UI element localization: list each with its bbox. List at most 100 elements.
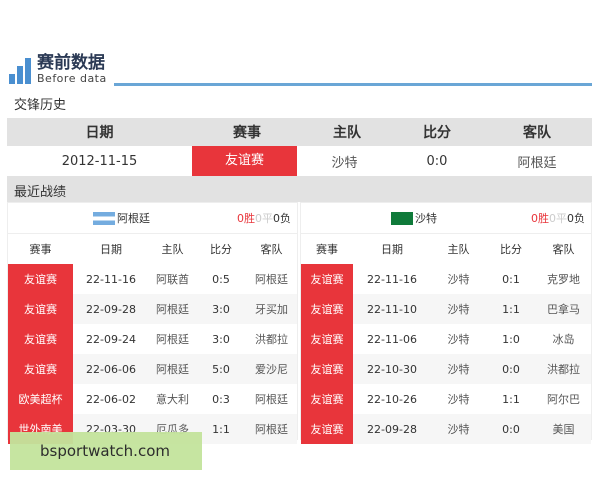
sub-col: 比分	[210, 243, 232, 256]
sub-col: 主队	[447, 243, 470, 256]
wins: 0胜	[531, 212, 549, 225]
away-team: 洪都拉	[255, 333, 288, 346]
score: 1:1	[212, 422, 230, 436]
h2h-event-badge: 友谊赛	[192, 146, 297, 176]
event-badge: 友谊赛	[301, 294, 353, 324]
sub-header: 赛事 日期 主队 比分 客队	[8, 234, 297, 264]
h2h-row: 2012-11-15 友谊赛 沙特 0:0 阿根廷	[7, 146, 592, 176]
home-team: 沙特	[447, 423, 470, 436]
home-team: 沙特	[447, 393, 470, 406]
match-row[interactable]: 友谊赛 22-11-06 沙特 1:0 冰岛	[301, 324, 591, 354]
saudi-panel: 沙特 0胜0平0负 赛事 日期 主队 比分 客队 友谊赛 22-11-16 沙特 0:1 克罗地 友谊赛…	[300, 202, 592, 444]
away-team: 阿根廷	[255, 273, 288, 286]
match-date: 22-06-06	[86, 362, 136, 376]
match-date: 22-11-16	[86, 272, 136, 286]
match-row[interactable]: 友谊赛 22-09-28 沙特 0:0 美国	[301, 414, 591, 444]
match-date: 22-10-30	[367, 362, 417, 376]
away-team: 阿根廷	[255, 423, 288, 436]
score: 3:0	[212, 302, 230, 316]
h2h-date: 2012-11-15	[61, 153, 138, 169]
score: 1:1	[502, 302, 520, 316]
home-team: 沙特	[447, 303, 470, 316]
home-team: 沙特	[447, 333, 470, 346]
argentina-panel: 阿根廷 0胜0平0负 赛事 日期 主队 比分 客队 友谊赛 22-11-16 阿联酋 0:5 阿根廷友…	[7, 202, 298, 444]
score: 0:0	[502, 362, 520, 376]
sub-col: 赛事	[316, 243, 338, 256]
sub-col: 日期	[100, 243, 122, 256]
team-row: 沙特 0胜0平0负	[301, 203, 591, 234]
match-date: 22-09-28	[86, 302, 136, 316]
record: 0胜0平0负	[237, 210, 291, 226]
match-row[interactable]: 友谊赛 22-06-06 阿根廷 5:0 爱沙尼	[8, 354, 297, 384]
match-row[interactable]: 友谊赛 22-11-10 沙特 1:1 巴拿马	[301, 294, 591, 324]
event-badge: 友谊赛	[301, 414, 353, 444]
h2h-away: 阿根廷	[517, 155, 557, 171]
away-team: 阿尔巴	[547, 393, 580, 406]
event-badge: 友谊赛	[301, 264, 353, 294]
draws: 0平	[549, 212, 567, 225]
sub-col: 比分	[500, 243, 522, 256]
match-date: 22-09-28	[367, 422, 417, 436]
away-team: 阿根廷	[255, 393, 288, 406]
sub-header: 赛事 日期 主队 比分 客队	[301, 234, 591, 264]
team-name: 阿根廷	[117, 212, 150, 225]
saudi-flag-icon	[391, 211, 413, 225]
match-date: 22-11-10	[367, 302, 417, 316]
sub-col: 赛事	[29, 243, 52, 256]
match-date: 22-11-16	[367, 272, 417, 286]
away-team: 巴拿马	[547, 303, 580, 316]
sub-col: 主队	[161, 243, 184, 256]
record: 0胜0平0负	[531, 210, 585, 226]
match-date: 22-06-02	[86, 392, 136, 406]
score: 0:5	[212, 272, 230, 286]
event-badge: 欧美超杯	[8, 384, 73, 414]
match-row[interactable]: 友谊赛 22-09-24 阿根廷 3:0 洪都拉	[8, 324, 297, 354]
logo-subtitle: Before data	[37, 72, 107, 85]
header-divider	[114, 83, 592, 86]
team-name: 沙特	[415, 212, 437, 225]
match-row[interactable]: 友谊赛 22-11-16 阿联酋 0:5 阿根廷	[8, 264, 297, 294]
home-team: 阿根廷	[156, 363, 189, 376]
away-team: 爱沙尼	[255, 363, 288, 376]
match-row[interactable]: 友谊赛 22-09-28 阿根廷 3:0 牙买加	[8, 294, 297, 324]
match-row[interactable]: 世外南美 22-03-30 厄瓜多 1:1 阿根廷	[8, 414, 297, 444]
wins: 0胜	[237, 212, 255, 225]
losses: 0负	[273, 212, 291, 225]
event-badge: 友谊赛	[8, 294, 73, 324]
argentina-flag-icon	[93, 211, 115, 225]
match-row[interactable]: 友谊赛 22-10-26 沙特 1:1 阿尔巴	[301, 384, 591, 414]
watermark: bsportwatch.com	[10, 432, 202, 470]
score: 1:0	[502, 332, 520, 346]
match-row[interactable]: 友谊赛 22-10-30 沙特 0:0 洪都拉	[301, 354, 591, 384]
event-badge: 友谊赛	[8, 264, 73, 294]
sub-col: 客队	[552, 243, 575, 256]
team-row: 阿根廷 0胜0平0负	[8, 203, 297, 234]
event-badge: 友谊赛	[301, 354, 353, 384]
home-team: 阿根廷	[156, 333, 189, 346]
col-event: 赛事	[233, 125, 261, 141]
h2h-home: 沙特	[331, 155, 358, 171]
home-team: 意大利	[156, 393, 189, 406]
home-team: 沙特	[447, 273, 470, 286]
away-team: 牙买加	[255, 303, 288, 316]
score: 0:0	[502, 422, 520, 436]
away-team: 洪都拉	[547, 363, 580, 376]
away-team: 冰岛	[552, 333, 575, 346]
score: 0:3	[212, 392, 230, 406]
score: 1:1	[502, 392, 520, 406]
col-home: 主队	[333, 125, 361, 141]
match-row[interactable]: 友谊赛 22-11-16 沙特 0:1 克罗地	[301, 264, 591, 294]
home-team: 沙特	[447, 363, 470, 376]
draws: 0平	[255, 212, 273, 225]
sub-col: 日期	[381, 243, 403, 256]
home-team: 阿联酋	[156, 273, 189, 286]
match-date: 22-10-26	[367, 392, 417, 406]
event-badge: 友谊赛	[301, 384, 353, 414]
bar-chart-icon	[9, 58, 33, 84]
match-row[interactable]: 欧美超杯 22-06-02 意大利 0:3 阿根廷	[8, 384, 297, 414]
event-badge: 友谊赛	[301, 324, 353, 354]
home-team: 阿根廷	[156, 303, 189, 316]
score: 5:0	[212, 362, 230, 376]
event-badge: 友谊赛	[8, 354, 73, 384]
h2h-title: 交锋历史	[14, 98, 67, 113]
